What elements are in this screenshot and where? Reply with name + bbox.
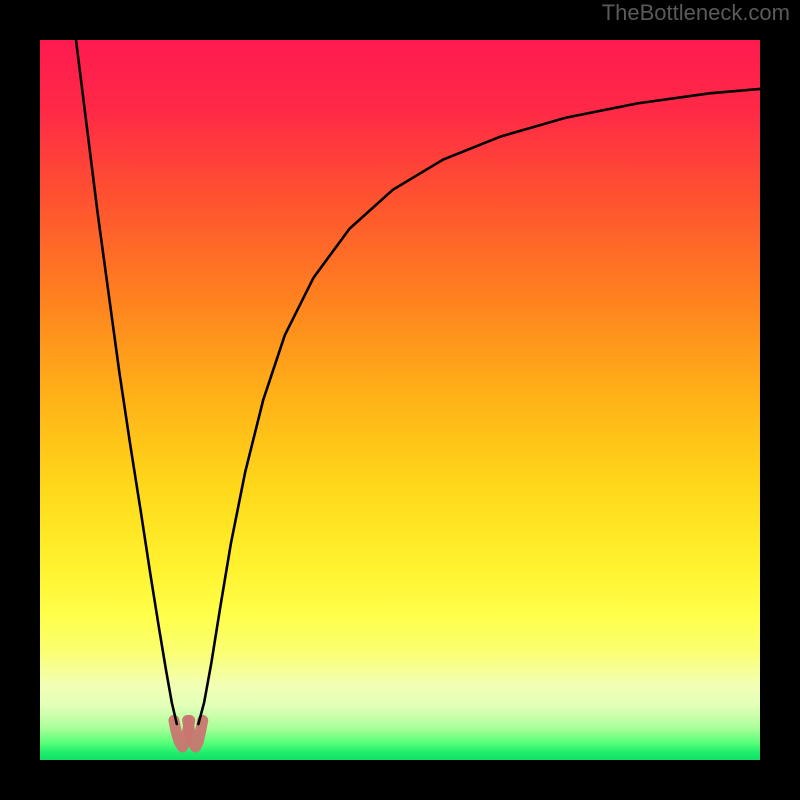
chart-canvas: TheBottleneck.com [0,0,800,800]
gradient-background [40,40,760,760]
bottleneck-curve-plot [0,0,800,800]
attribution-text: TheBottleneck.com [602,0,790,26]
